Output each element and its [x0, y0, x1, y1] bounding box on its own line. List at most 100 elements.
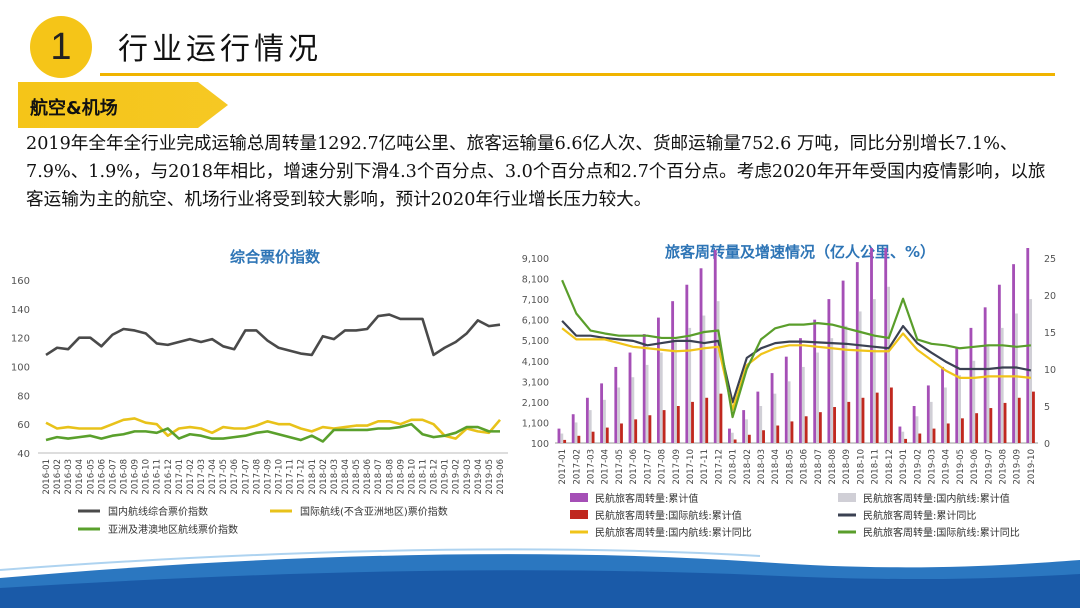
x-tick-label: 2016-09: [131, 459, 141, 495]
chart1-title: 综合票价指数: [229, 248, 320, 266]
legend-label: 民航旅客周转量:国际航线:累计值: [595, 509, 742, 522]
x-tick-label: 2018-09: [396, 459, 406, 495]
bar-2: [605, 427, 609, 443]
summary-paragraph: 2019年全年全行业完成运输总周转量1292.7亿吨公里、旅客运输量6.6亿人次…: [26, 134, 1046, 210]
bar-0: [827, 299, 831, 443]
x-tick-label: 2019-01: [441, 459, 451, 495]
bar-1: [986, 344, 990, 443]
bar-0: [941, 366, 944, 443]
y-tick-label: 1,100: [522, 418, 549, 429]
x-tick-label: 2017-08: [252, 459, 262, 495]
x-tick-label: 2018-12: [430, 459, 440, 495]
y-tick-label: 8,100: [522, 275, 549, 286]
bar-2: [833, 407, 836, 443]
bar-1: [603, 399, 606, 443]
x-tick-label: 2016-06: [97, 459, 107, 495]
title-underline: [100, 73, 1055, 76]
bar-0: [656, 317, 660, 443]
x-tick-label: 2018-01: [729, 449, 739, 485]
bar-0: [614, 366, 618, 443]
bar-2: [563, 439, 567, 443]
bar-0: [1012, 264, 1015, 443]
x-tick-label: 2017-01: [558, 449, 568, 485]
bar-0: [585, 397, 589, 443]
bar-1: [872, 299, 876, 443]
x-tick-label: 2018-10: [407, 459, 417, 495]
x-tick-label: 2019-02: [452, 459, 462, 495]
legend-label: 民航旅客周转量:累计值: [595, 492, 698, 505]
bar-2: [989, 408, 993, 443]
y-tick-label: 3,100: [522, 377, 549, 388]
bar-2: [861, 397, 865, 443]
bar-1: [887, 286, 890, 443]
x-tick-label: 2017-05: [219, 459, 229, 495]
x-tick-label: 2018-07: [814, 449, 824, 485]
x-tick-label: 2018-05: [352, 459, 362, 495]
line-series-0: [561, 320, 1032, 404]
x-tick-label: 2017-11: [286, 459, 296, 495]
x-tick-label: 2018-07: [374, 459, 384, 495]
y2-tick-label: 10: [1044, 365, 1056, 376]
x-tick-label: 2019-01: [899, 449, 909, 485]
bar-2: [762, 430, 765, 443]
bar-0: [770, 373, 774, 443]
bar-0: [912, 406, 916, 443]
x-tick-label: 2019-10: [1027, 449, 1037, 485]
bar-0: [557, 428, 561, 443]
x-tick-label: 2018-04: [771, 449, 781, 485]
x-tick-label: 2016-11: [153, 459, 163, 495]
line-series-1: [561, 327, 1032, 411]
x-tick-label: 2018-04: [341, 459, 351, 495]
bar-2: [676, 406, 680, 443]
x-tick-label: 2017-12: [714, 449, 724, 485]
y2-tick-label: 20: [1044, 291, 1056, 302]
bar-0: [969, 327, 973, 443]
y-tick-label: 9,100: [522, 254, 549, 265]
bar-1: [1014, 313, 1018, 443]
x-tick-label: 2017-09: [263, 459, 273, 495]
bar-2: [946, 423, 950, 443]
bar-0: [699, 268, 703, 443]
y-tick-label: 6,100: [522, 316, 549, 327]
legend-label: 民航旅客周转量:国际航线:累计同比: [863, 526, 1020, 539]
y-tick-label: 5,100: [522, 336, 549, 347]
x-tick-label: 2018-11: [871, 449, 881, 485]
bar-2: [889, 387, 893, 443]
bar-2: [1003, 402, 1007, 443]
x-tick-label: 2017-02: [572, 449, 582, 485]
bar-2: [747, 434, 751, 443]
x-tick-label: 2018-01: [308, 459, 318, 495]
x-tick-label: 2019-07: [984, 449, 994, 485]
x-tick-label: 2018-08: [385, 459, 395, 495]
x-tick-label: 2019-02: [913, 449, 923, 485]
x-tick-label: 2017-12: [297, 459, 307, 495]
y-tick-label: 40: [17, 449, 30, 460]
x-tick-label: 2018-08: [828, 449, 838, 485]
bar-1: [787, 381, 791, 443]
x-tick-label: 2019-06: [970, 449, 980, 485]
x-tick-label: 2018-05: [785, 449, 795, 485]
series-line-1: [45, 417, 501, 440]
bar-2: [818, 412, 822, 443]
legend-label: 民航旅客周转量:累计同比: [863, 509, 976, 522]
bar-2: [975, 413, 979, 443]
bar-1: [659, 352, 663, 443]
x-tick-label: 2018-02: [743, 449, 753, 485]
x-tick-label: 2018-03: [757, 449, 767, 485]
x-tick-label: 2019-03: [927, 449, 937, 485]
bar-2: [648, 415, 652, 443]
legend-label: 国际航线(不含亚洲地区)票价指数: [300, 505, 448, 518]
series-line-0: [45, 313, 501, 357]
bar-1: [617, 387, 621, 443]
x-tick-label: 2019-05: [485, 459, 495, 495]
passenger-turnover-combo-chart: 1001,1002,1003,1004,1005,1006,1007,1008,…: [522, 248, 1056, 539]
bar-2: [705, 397, 709, 443]
x-tick-label: 2019-04: [942, 449, 952, 485]
bar-0: [983, 307, 987, 443]
section-number-badge: 1: [30, 16, 92, 78]
bar-2: [719, 393, 723, 443]
x-tick-label: 2016-01: [42, 459, 52, 495]
bar-2: [932, 428, 936, 443]
y-tick-label: 140: [11, 305, 30, 316]
